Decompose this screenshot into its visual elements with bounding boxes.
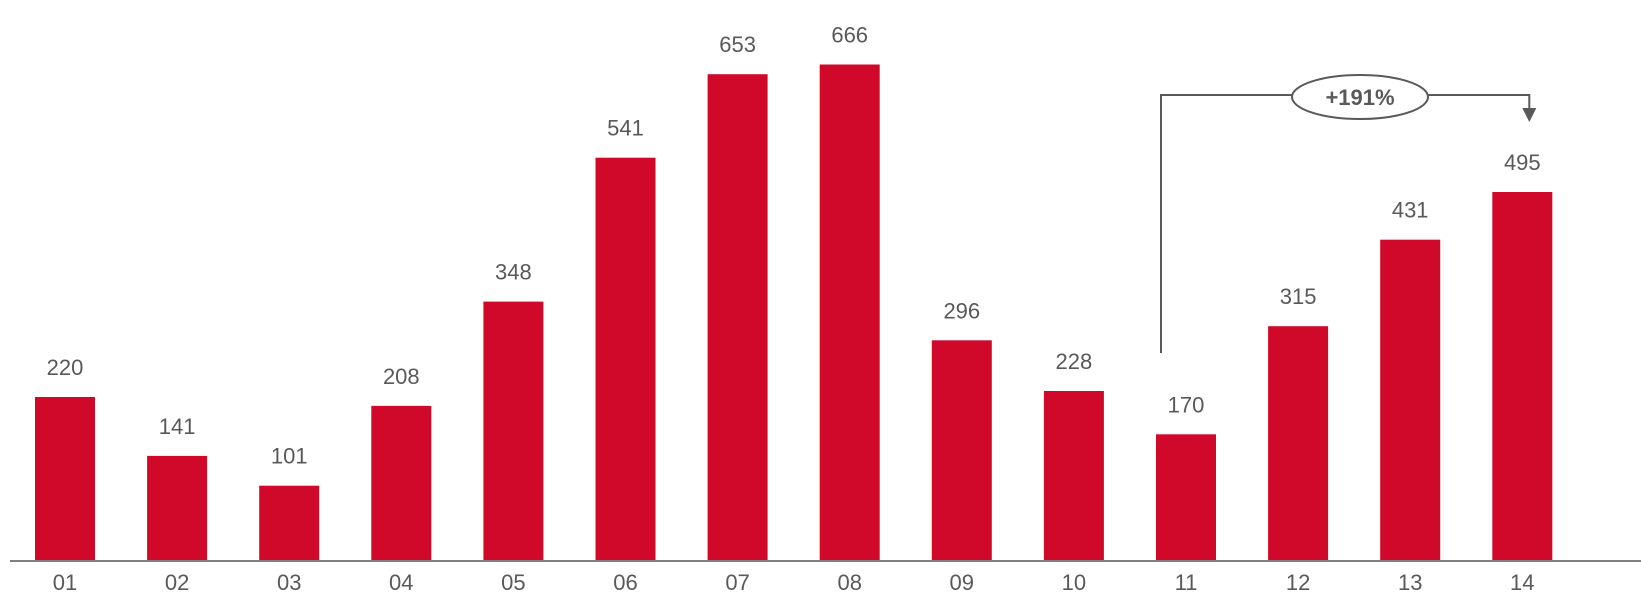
- bar-07: [707, 74, 768, 561]
- annotation-arrowhead: [1522, 108, 1537, 122]
- value-label-01: 220: [47, 355, 84, 380]
- value-label-14: 495: [1504, 150, 1541, 175]
- x-tick-11: 11: [1175, 570, 1198, 595]
- value-label-04: 208: [383, 364, 420, 389]
- x-tick-14: 14: [1510, 570, 1534, 595]
- bar-13: [1380, 239, 1441, 561]
- value-label-05: 348: [495, 260, 532, 285]
- value-label-09: 296: [943, 298, 980, 323]
- value-label-03: 101: [271, 444, 308, 469]
- x-tick-03: 03: [277, 570, 301, 595]
- x-tick-06: 06: [613, 570, 637, 595]
- value-label-06: 541: [607, 116, 644, 141]
- x-tick-05: 05: [501, 570, 525, 595]
- annotation-connector-right: [1428, 94, 1531, 110]
- bar-11: [1156, 434, 1216, 561]
- bar-04: [371, 405, 432, 561]
- annotation-label: +191%: [1325, 85, 1394, 110]
- x-tick-09: 09: [950, 570, 974, 595]
- x-tick-07: 07: [725, 570, 749, 595]
- value-label-12: 315: [1280, 284, 1317, 309]
- bar-01: [35, 397, 95, 561]
- bar-09: [931, 340, 992, 561]
- bar-08: [819, 64, 880, 561]
- value-labels-group: 220 141 101 208 348 541 653 666 296 228 170 315 431 4…: [47, 23, 1541, 469]
- bar-14: [1492, 192, 1553, 561]
- x-tick-10: 10: [1062, 570, 1086, 595]
- bar-05: [483, 301, 544, 561]
- bar-03: [259, 485, 320, 561]
- x-tick-01: 01: [53, 570, 77, 595]
- x-tick-08: 08: [837, 570, 861, 595]
- growth-annotation: +191%: [1160, 74, 1537, 353]
- x-tick-02: 02: [165, 570, 189, 595]
- value-label-08: 666: [831, 23, 868, 48]
- value-label-10: 228: [1056, 349, 1093, 374]
- bar-06: [595, 157, 656, 561]
- x-tick-12: 12: [1286, 570, 1310, 595]
- bar-10: [1043, 391, 1104, 561]
- annotation-connector-left: [1160, 94, 1292, 353]
- value-label-11: 170: [1168, 392, 1205, 417]
- x-tick-04: 04: [389, 570, 413, 595]
- value-label-13: 431: [1392, 198, 1429, 223]
- x-tick-13: 13: [1398, 570, 1422, 595]
- bar-12: [1268, 326, 1329, 561]
- value-label-02: 141: [159, 414, 196, 439]
- value-label-07: 653: [719, 32, 756, 57]
- bar-02: [147, 455, 208, 561]
- annotation-bubble: [1291, 74, 1429, 120]
- bars-group: [35, 64, 1553, 561]
- x-tick-labels-group: 01 02 03 04 05 06 07 08 09 10 11 12 13 14: [53, 570, 1535, 595]
